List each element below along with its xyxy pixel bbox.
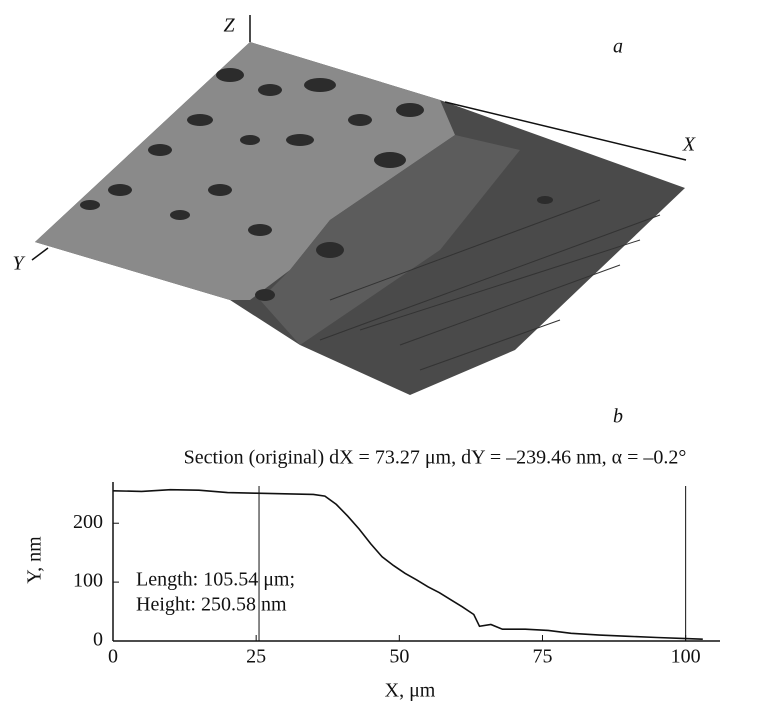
axis-z-label: Z (223, 15, 235, 37)
profile-line (112, 488, 703, 640)
y-tick-label: 100 (73, 570, 103, 592)
chart-title: Section (original) dX = 73.27 μm, dY = –… (184, 447, 687, 469)
x-tick-label: 25 (246, 646, 266, 668)
annotation: Length: 105.54 μm; (136, 569, 295, 591)
surface-grains (80, 68, 553, 301)
surface-plateau (35, 42, 455, 300)
panel-label: a (613, 36, 623, 58)
surface-scratches (319, 199, 661, 371)
y-tick-label: 200 (73, 511, 103, 533)
axis-x-label: X (682, 134, 696, 156)
y-axis-3d (31, 247, 49, 261)
annotation: Height: 250.58 nm (136, 594, 287, 616)
y-axis-label: Y, nm (24, 536, 46, 584)
x-tick-label: 100 (671, 646, 701, 668)
y-tick-label: 0 (93, 629, 103, 651)
x-tick-label: 0 (108, 646, 118, 668)
panel-label: b (613, 406, 623, 428)
x-tick-label: 50 (389, 646, 409, 668)
x-axis-label: X, μm (385, 680, 436, 702)
x-axis-3d (444, 101, 687, 161)
x-tick-label: 75 (532, 646, 552, 668)
surface-3d (31, 15, 687, 395)
surface-slope (260, 135, 520, 345)
axis-y-label: Y (12, 253, 25, 275)
